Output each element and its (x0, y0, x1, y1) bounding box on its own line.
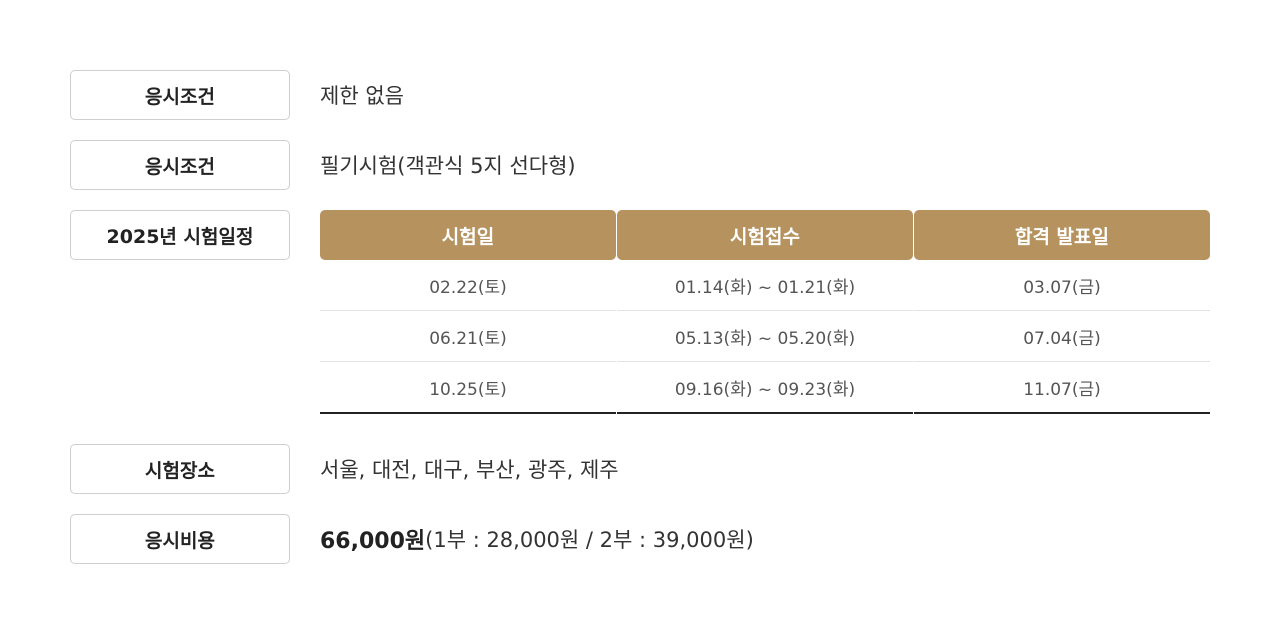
table-cell: 06.21(토) (320, 311, 616, 362)
table-cell: 07.04(금) (914, 311, 1210, 362)
table-cell: 10.25(토) (320, 362, 616, 414)
exam-type-row: 응시조건 필기시험(객관식 5지 선다형) (70, 140, 1210, 190)
table-cell: 05.13(화) ~ 05.20(화) (617, 311, 913, 362)
schedule-table-header: 시험일 시험접수 합격 발표일 (320, 210, 1210, 260)
location-row: 시험장소 서울, 대전, 대구, 부산, 광주, 제주 (70, 444, 1210, 494)
fee-detail: (1부 : 28,000원 / 2부 : 39,000원) (425, 528, 754, 552)
header-registration: 시험접수 (617, 210, 913, 260)
condition-label: 응시조건 (70, 70, 290, 120)
fee-value: 66,000원 (1부 : 28,000원 / 2부 : 39,000원) (320, 514, 754, 564)
condition-value: 제한 없음 (320, 84, 404, 108)
exam-type-value: 필기시험(객관식 5지 선다형) (320, 154, 576, 178)
location-value: 서울, 대전, 대구, 부산, 광주, 제주 (320, 458, 619, 482)
table-cell: 11.07(금) (914, 362, 1210, 414)
schedule-row: 2025년 시험일정 시험일 시험접수 합격 발표일 02.22(토) 01.1… (70, 210, 1210, 414)
fee-main: 66,000원 (320, 529, 426, 554)
location-label: 시험장소 (70, 444, 290, 494)
schedule-table: 시험일 시험접수 합격 발표일 02.22(토) 01.14(화) ~ 01.2… (320, 210, 1210, 414)
table-cell: 09.16(화) ~ 09.23(화) (617, 362, 913, 414)
header-result-date: 합격 발표일 (914, 210, 1210, 260)
condition-row: 응시조건 제한 없음 (70, 70, 1210, 120)
table-cell: 02.22(토) (320, 260, 616, 311)
fee-row: 응시비용 66,000원 (1부 : 28,000원 / 2부 : 39,000원… (70, 514, 1210, 564)
header-exam-date: 시험일 (320, 210, 616, 260)
schedule-label: 2025년 시험일정 (70, 210, 290, 260)
exam-type-label: 응시조건 (70, 140, 290, 190)
table-cell: 01.14(화) ~ 01.21(화) (617, 260, 913, 311)
fee-label: 응시비용 (70, 514, 290, 564)
schedule-table-body: 02.22(토) 01.14(화) ~ 01.21(화) 03.07(금) 06… (320, 260, 1210, 414)
table-cell: 03.07(금) (914, 260, 1210, 311)
